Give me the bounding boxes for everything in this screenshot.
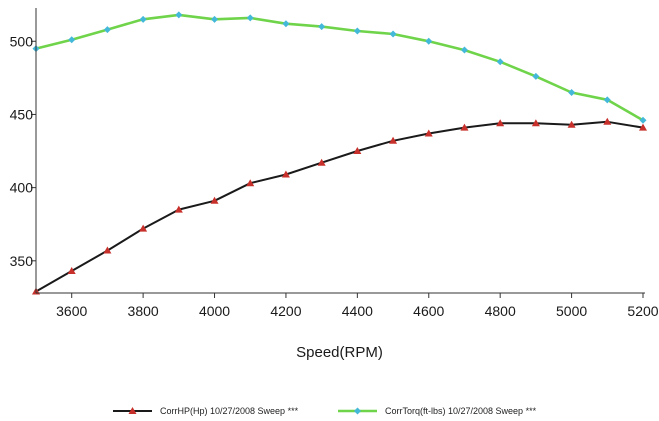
x-tick-label: 4200 <box>270 303 301 319</box>
data-point <box>460 123 469 131</box>
data-point <box>318 23 326 31</box>
data-point <box>532 72 540 80</box>
x-tick-label: 5000 <box>556 303 587 319</box>
data-point <box>210 196 219 204</box>
data-point <box>246 179 255 187</box>
y-tick-label: 450 <box>10 106 34 122</box>
x-tick-label: 3800 <box>128 303 159 319</box>
data-point <box>139 15 147 23</box>
y-tick-label: 500 <box>10 33 34 49</box>
data-point <box>603 96 611 104</box>
data-point <box>389 136 398 144</box>
data-point <box>496 58 504 66</box>
x-axis-ticks: 3600 3800 4000 4200 4400 4600 4800 5000 5200 <box>56 293 659 319</box>
data-point <box>389 30 397 38</box>
x-tick-label: 4600 <box>413 303 444 319</box>
x-tick-label: 3600 <box>56 303 87 319</box>
data-point <box>103 246 112 254</box>
x-tick-label: 4400 <box>342 303 373 319</box>
data-point <box>174 205 183 213</box>
data-point <box>425 37 433 45</box>
legend-label: CorrTorq(ft-lbs) 10/27/2008 Sweep *** <box>385 406 537 416</box>
data-point <box>639 116 647 124</box>
data-point <box>567 120 576 128</box>
y-axis-ticks: 350 400 450 500 <box>10 33 36 269</box>
data-point <box>353 27 361 35</box>
y-tick-label: 400 <box>10 180 34 196</box>
data-point <box>211 15 219 23</box>
data-point <box>139 224 148 232</box>
legend-swatch-marker <box>354 407 361 415</box>
data-point <box>317 158 326 166</box>
plot-area: 3600 3800 4000 4200 4400 4600 4800 5000 5200 350… <box>10 8 659 319</box>
data-point <box>67 267 76 275</box>
data-point <box>460 46 468 54</box>
data-point <box>68 36 76 44</box>
series-2 <box>32 11 647 124</box>
x-tick-label: 4800 <box>485 303 516 319</box>
series-line <box>35 13 644 122</box>
x-axis-title: Speed(RPM) <box>296 344 383 361</box>
data-point <box>531 119 540 127</box>
legend-label: CorrHP(Hp) 10/27/2008 Sweep *** <box>160 406 299 416</box>
legend: CorrHP(Hp) 10/27/2008 Sweep *** CorrTorq(… <box>113 406 537 416</box>
data-point <box>496 119 505 127</box>
data-point <box>603 117 612 125</box>
data-point <box>246 14 254 22</box>
y-tick-label: 350 <box>10 253 34 269</box>
legend-item: CorrTorq(ft-lbs) 10/27/2008 Sweep *** <box>338 406 537 416</box>
data-point <box>568 88 576 96</box>
data-point <box>282 20 290 28</box>
data-point <box>353 147 362 155</box>
x-tick-label: 5200 <box>627 303 658 319</box>
series-1 <box>32 117 647 295</box>
series-line <box>35 120 644 293</box>
data-point <box>639 123 647 131</box>
data-point <box>175 11 183 19</box>
series-layer <box>32 11 647 295</box>
data-point <box>103 26 111 34</box>
data-point <box>281 170 290 178</box>
legend-swatch-marker <box>128 407 137 414</box>
legend-item: CorrHP(Hp) 10/27/2008 Sweep *** <box>113 406 299 416</box>
x-tick-label: 4000 <box>199 303 230 319</box>
data-point <box>424 129 433 137</box>
